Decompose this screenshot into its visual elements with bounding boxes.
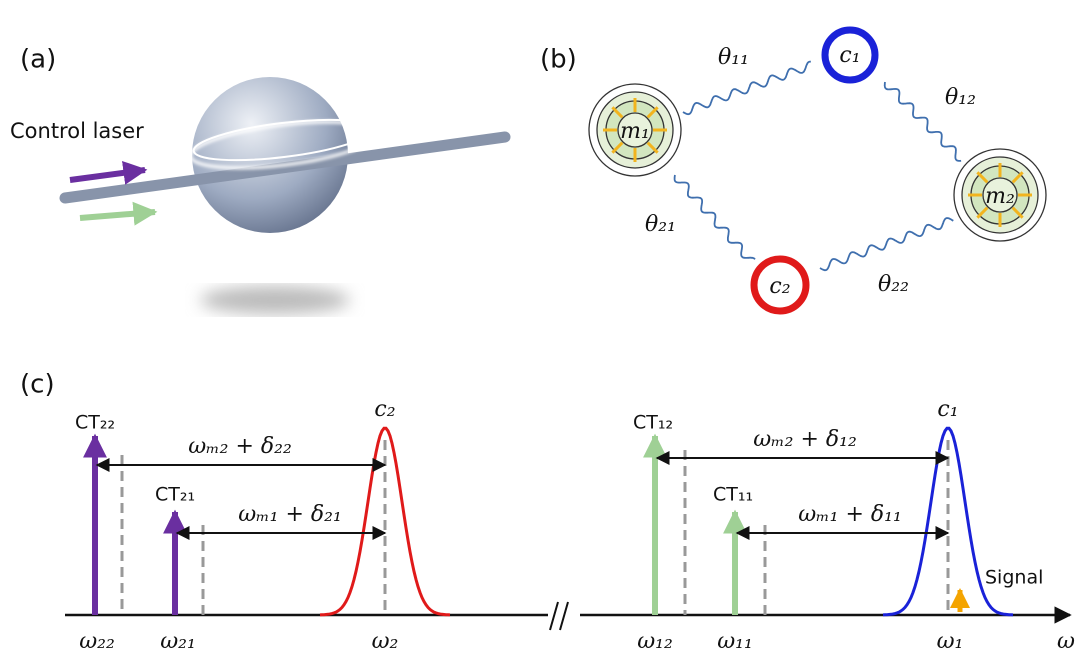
- spacing-label: ωₘ₂ + δ₁₂: [753, 427, 857, 452]
- axis-label: ω₁: [937, 629, 964, 654]
- mode-label: c₁: [937, 397, 958, 422]
- tone-label: CT₂₁: [155, 484, 195, 506]
- sphere: [192, 77, 348, 233]
- arrow: [80, 212, 155, 218]
- panel-label: (c): [20, 370, 55, 400]
- axis-break: [550, 602, 568, 630]
- panel-label: (a): [20, 45, 56, 75]
- panel-b: (b) c₁ c₂ m₁ m₂ θ₁₁ θ₁₂ θ₂₁ θ₂₂: [540, 30, 1046, 311]
- dashed-lines: [122, 440, 948, 615]
- figure: (a) Control laser (b) c₁ c₂ m₁ m₂ θ₁₁ θ₁…: [0, 0, 1079, 659]
- axis-label: ω: [1057, 629, 1075, 654]
- coupling: [675, 175, 755, 259]
- panel-c: (c) CT₂₂ CT₂₁ CT₁₂ CT₁₁ c₂ c₁ ωₘ₂ + δ₂₂ …: [20, 370, 1075, 655]
- axis-label: ω₂₁: [160, 629, 196, 654]
- tone-label: CT₁₁: [713, 484, 753, 506]
- panel-label: (b): [540, 45, 577, 75]
- node-label: c₂: [769, 274, 790, 299]
- control-laser-label: Control laser: [10, 119, 144, 143]
- tone-label: CT₂₂: [75, 412, 115, 434]
- panel-a: (a) Control laser: [10, 45, 505, 315]
- spacing-label: ωₘ₂ + δ₂₂: [188, 434, 292, 459]
- mode-label: c₂: [374, 397, 395, 422]
- spacing-label: ωₘ₁ + δ₁₁: [798, 502, 902, 527]
- node-label: m₂: [985, 184, 1015, 209]
- node-label: m₁: [620, 119, 650, 144]
- coupling: [820, 218, 953, 270]
- spacing-label: ωₘ₁ + δ₂₁: [238, 502, 342, 527]
- axis-label: ω₂₂: [79, 629, 115, 654]
- node-label: c₁: [839, 43, 860, 68]
- axis-label: ω₁₂: [637, 629, 673, 654]
- arrow: [70, 170, 145, 180]
- coupling-label: θ₁₁: [718, 45, 749, 70]
- axis-label: ω₂: [372, 629, 399, 654]
- tone-label: CT₁₂: [633, 412, 673, 434]
- shadow: [200, 286, 350, 314]
- axis-label: ω₁₁: [717, 629, 753, 654]
- coupling-label: θ₂₂: [878, 272, 909, 297]
- coupling-label: θ₁₂: [945, 85, 976, 110]
- signal-label: Signal: [985, 567, 1043, 589]
- coupling-label: θ₂₁: [645, 212, 676, 237]
